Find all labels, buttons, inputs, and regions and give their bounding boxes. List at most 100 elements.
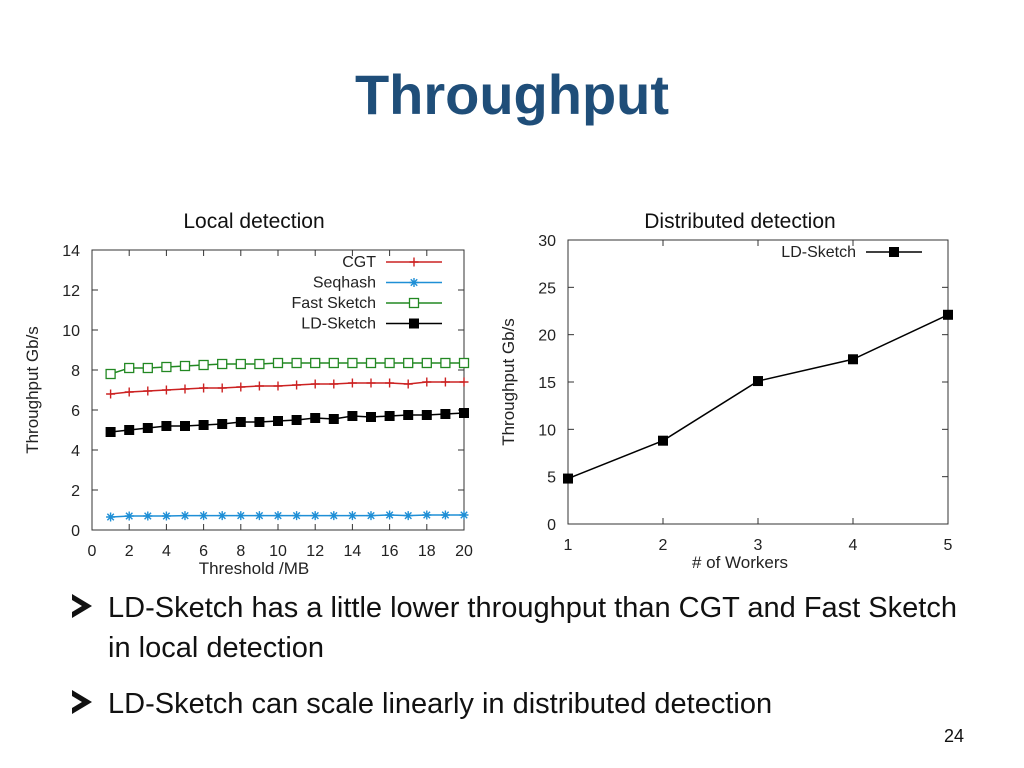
legend-marker — [409, 257, 419, 267]
data-point — [329, 511, 339, 521]
chart-title: Local detection — [183, 210, 324, 233]
data-point — [658, 435, 668, 446]
data-point — [292, 511, 302, 521]
data-point — [310, 357, 321, 369]
data-point — [161, 385, 171, 395]
x-tick-label: 12 — [306, 543, 324, 560]
data-point — [347, 378, 357, 388]
page-number: 24 — [943, 726, 964, 746]
y-tick-label: 12 — [62, 283, 80, 300]
y-tick-label: 10 — [538, 422, 556, 439]
data-point — [347, 511, 357, 521]
data-point — [440, 377, 450, 387]
series-line — [567, 314, 949, 480]
legend-label: Fast Sketch — [292, 295, 376, 312]
data-point — [422, 377, 432, 387]
data-point — [142, 423, 153, 433]
legend-label: LD-Sketch — [781, 244, 856, 261]
x-tick-label: 8 — [236, 543, 245, 560]
series-ld-sketch: LD-Sketch — [105, 316, 469, 437]
x-tick-label: 16 — [381, 543, 399, 560]
data-point — [421, 357, 432, 369]
legend-label: Seqhash — [313, 275, 376, 292]
x-tick-label: 4 — [849, 537, 858, 554]
chart-distributed-detection: Distributed detection 0 5 10 15 20 25 30 1 2 3 4 5 # … — [499, 210, 953, 572]
data-point — [161, 511, 171, 521]
x-axis-label: # of Workers — [692, 553, 788, 572]
data-point — [254, 417, 265, 427]
data-point — [384, 411, 395, 421]
y-tick-label: 8 — [71, 363, 80, 380]
legend-label: CGT — [342, 254, 376, 271]
bullet-text: LD-Sketch has a little lower throughput … — [108, 592, 957, 664]
legend-marker — [889, 247, 899, 257]
series-seqhash: Seqhash — [106, 275, 469, 522]
x-tick-label: 14 — [344, 543, 362, 560]
data-point — [106, 512, 116, 522]
data-point — [124, 511, 134, 521]
data-point — [385, 510, 395, 520]
data-point — [143, 511, 153, 521]
data-point — [848, 354, 858, 365]
data-point — [440, 409, 451, 419]
bullet-item: LD-Sketch can scale linearly in distribu… — [72, 684, 972, 724]
data-point — [273, 511, 283, 521]
data-point — [124, 387, 134, 397]
data-point — [384, 357, 395, 369]
data-point — [403, 379, 413, 389]
data-point — [943, 309, 953, 320]
data-point — [236, 382, 246, 392]
data-point — [421, 410, 432, 420]
y-tick-label: 6 — [71, 403, 80, 420]
data-point — [180, 384, 190, 394]
data-point — [217, 511, 227, 521]
data-point — [291, 415, 302, 425]
legend-marker — [409, 278, 419, 287]
data-point — [161, 361, 172, 373]
arrow-bullet-icon — [72, 690, 92, 714]
bullet-list: LD-Sketch has a little lower throughput … — [72, 588, 972, 740]
data-point — [161, 421, 172, 431]
data-point — [440, 510, 450, 520]
arrow-bullet-icon — [72, 594, 92, 618]
data-point — [179, 360, 191, 372]
data-point — [366, 412, 376, 422]
data-point — [310, 413, 321, 423]
y-tick-label: 4 — [71, 443, 80, 460]
data-point — [347, 411, 358, 421]
data-point — [235, 417, 246, 427]
data-point — [273, 381, 283, 391]
data-point — [403, 357, 414, 369]
y-tick-label: 20 — [538, 328, 556, 345]
legend-label: LD-Sketch — [301, 316, 376, 333]
x-tick-label: 2 — [659, 537, 668, 554]
data-point — [143, 386, 153, 396]
data-point — [254, 511, 264, 521]
x-tick-label: 4 — [162, 543, 171, 560]
x-axis-label: Threshold /MB — [199, 559, 310, 578]
data-point — [217, 419, 228, 429]
data-point — [236, 511, 246, 521]
data-point — [403, 410, 414, 420]
data-point — [217, 383, 227, 393]
x-tick-label: 6 — [199, 543, 208, 560]
data-point — [105, 427, 116, 437]
y-tick-label: 5 — [547, 470, 556, 487]
data-point — [198, 359, 209, 371]
x-tick-label: 5 — [944, 537, 953, 554]
x-tick-label: 20 — [455, 543, 473, 560]
data-point — [440, 357, 451, 369]
data-point — [254, 358, 265, 370]
data-point — [459, 377, 469, 387]
data-point — [753, 376, 763, 387]
chart-title: Distributed detection — [644, 210, 835, 233]
y-axis-label: Throughput Gb/s — [499, 318, 518, 446]
data-point — [235, 358, 246, 370]
data-point — [310, 511, 320, 521]
data-point — [422, 510, 432, 520]
y-tick-label: 2 — [71, 483, 80, 500]
data-point — [272, 357, 284, 369]
series-ld-sketch: LD-Sketch — [563, 244, 953, 484]
data-point — [254, 381, 264, 391]
legend-marker — [408, 297, 420, 309]
